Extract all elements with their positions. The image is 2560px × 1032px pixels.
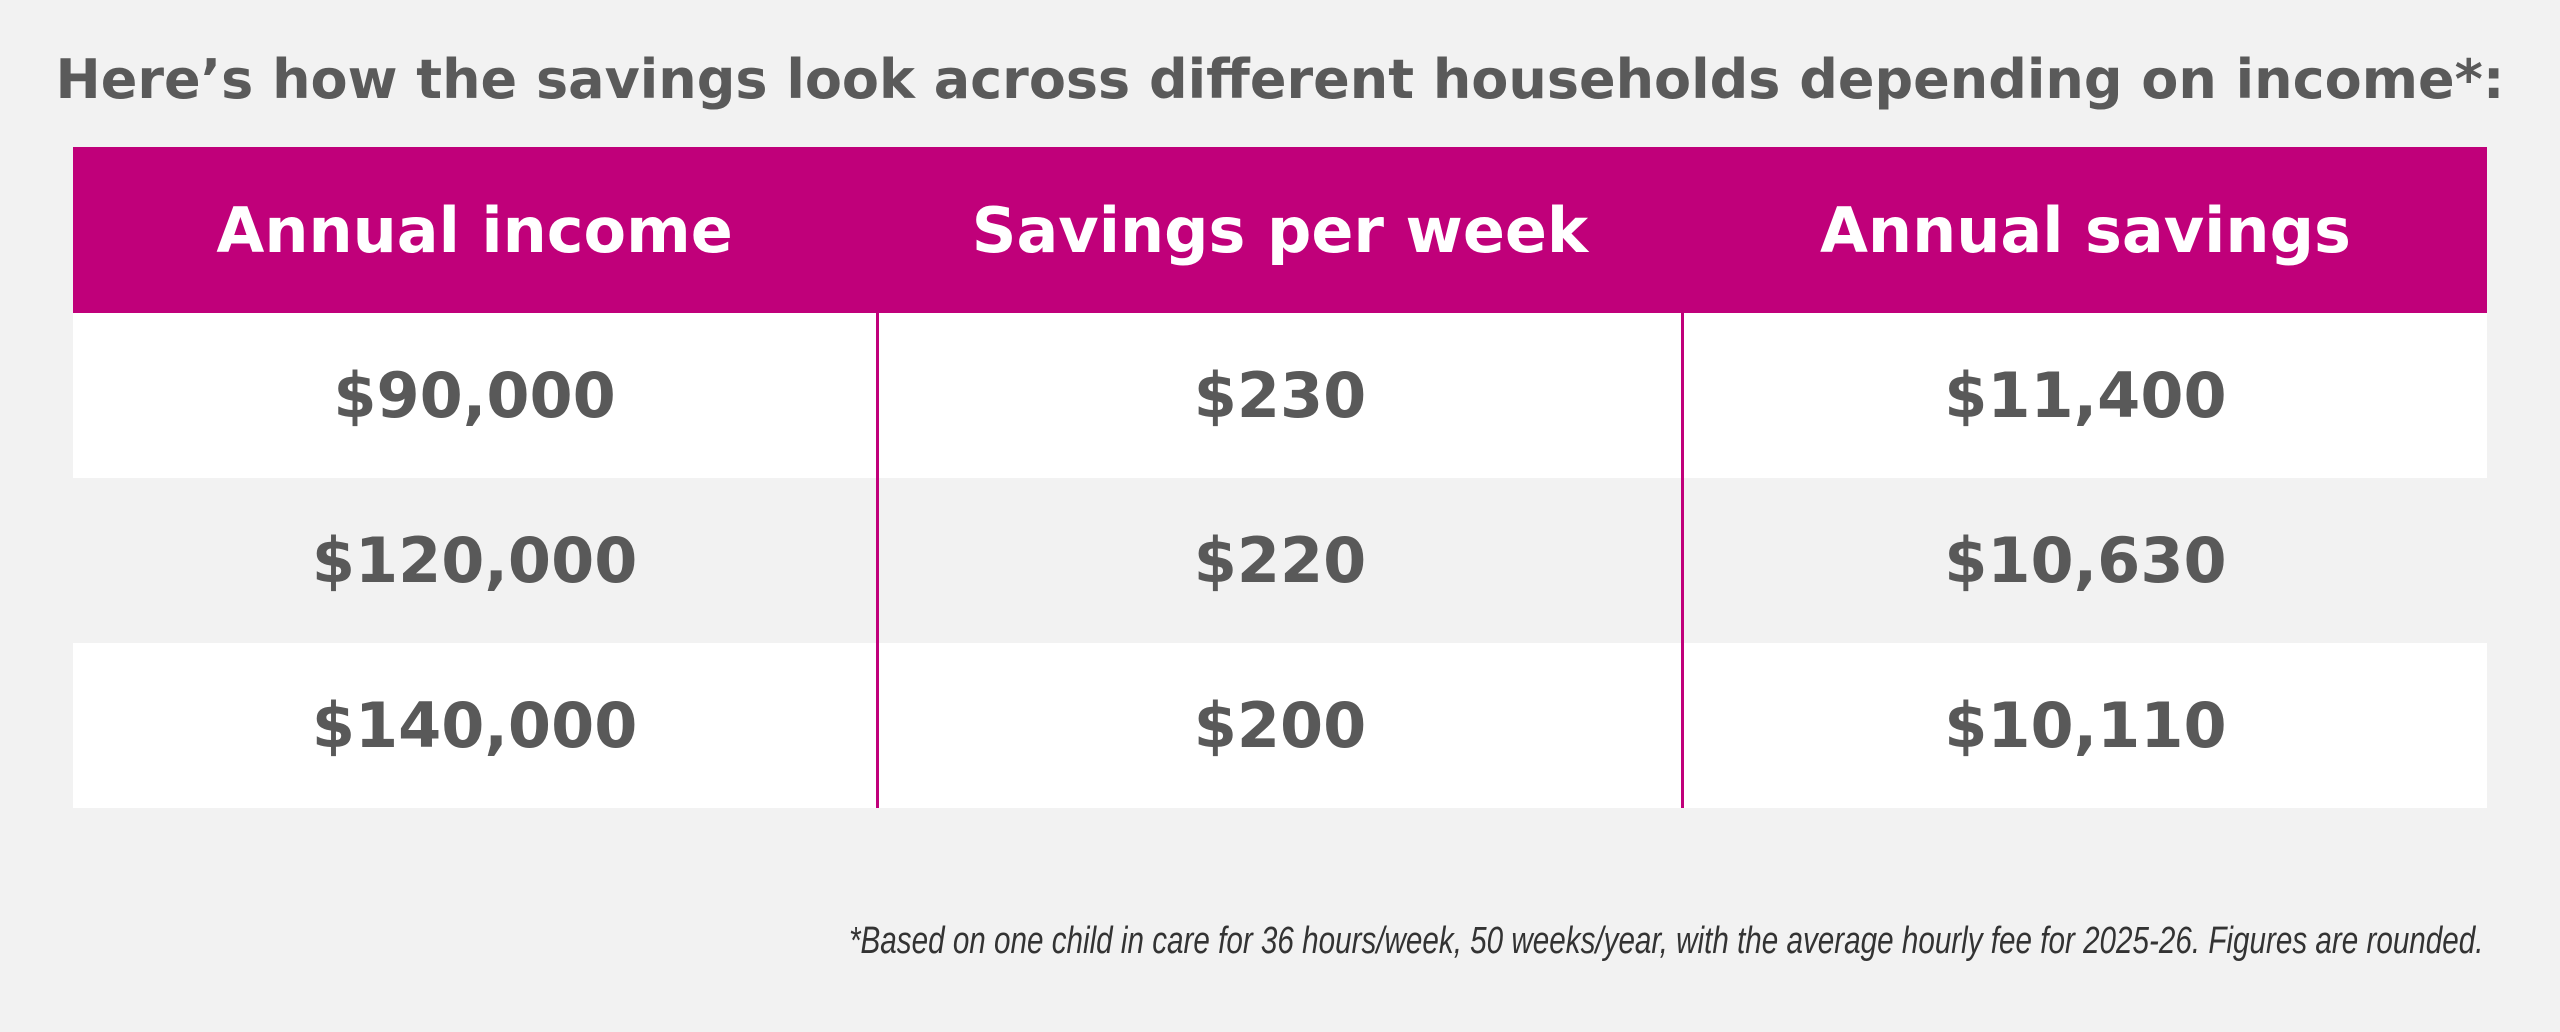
table-cell: $10,630	[1680, 478, 2487, 643]
header-row: Annual income Savings per week Annual savi…	[73, 147, 2487, 313]
title: Here’s how the savings look across diffe…	[55, 48, 2505, 111]
table-cell: $120,000	[73, 478, 878, 643]
table-cell: $230	[876, 313, 1683, 478]
table-cell: $10,110	[1680, 643, 2487, 808]
table-cell: $220	[876, 478, 1683, 643]
column-header: Savings per week	[876, 147, 1683, 313]
table-cell: $90,000	[73, 313, 878, 478]
savings-table: Annual income Savings per week Annual savi…	[73, 147, 2487, 808]
table-row: $140,000 $200 $10,110	[73, 643, 2487, 808]
table-row: $90,000 $230 $11,400	[73, 313, 2487, 478]
table-cell: $140,000	[73, 643, 878, 808]
table-cell: $200	[876, 643, 1683, 808]
footnote: *Based on one child in care for 36 hours…	[848, 920, 2483, 962]
table-body: $90,000 $230 $11,400 $120,000 $220 $10,630 $14…	[73, 313, 2487, 808]
table-row: $120,000 $220 $10,630	[73, 478, 2487, 643]
table-cell: $11,400	[1680, 313, 2487, 478]
column-header: Annual income	[73, 147, 878, 313]
column-header: Annual savings	[1680, 147, 2487, 313]
